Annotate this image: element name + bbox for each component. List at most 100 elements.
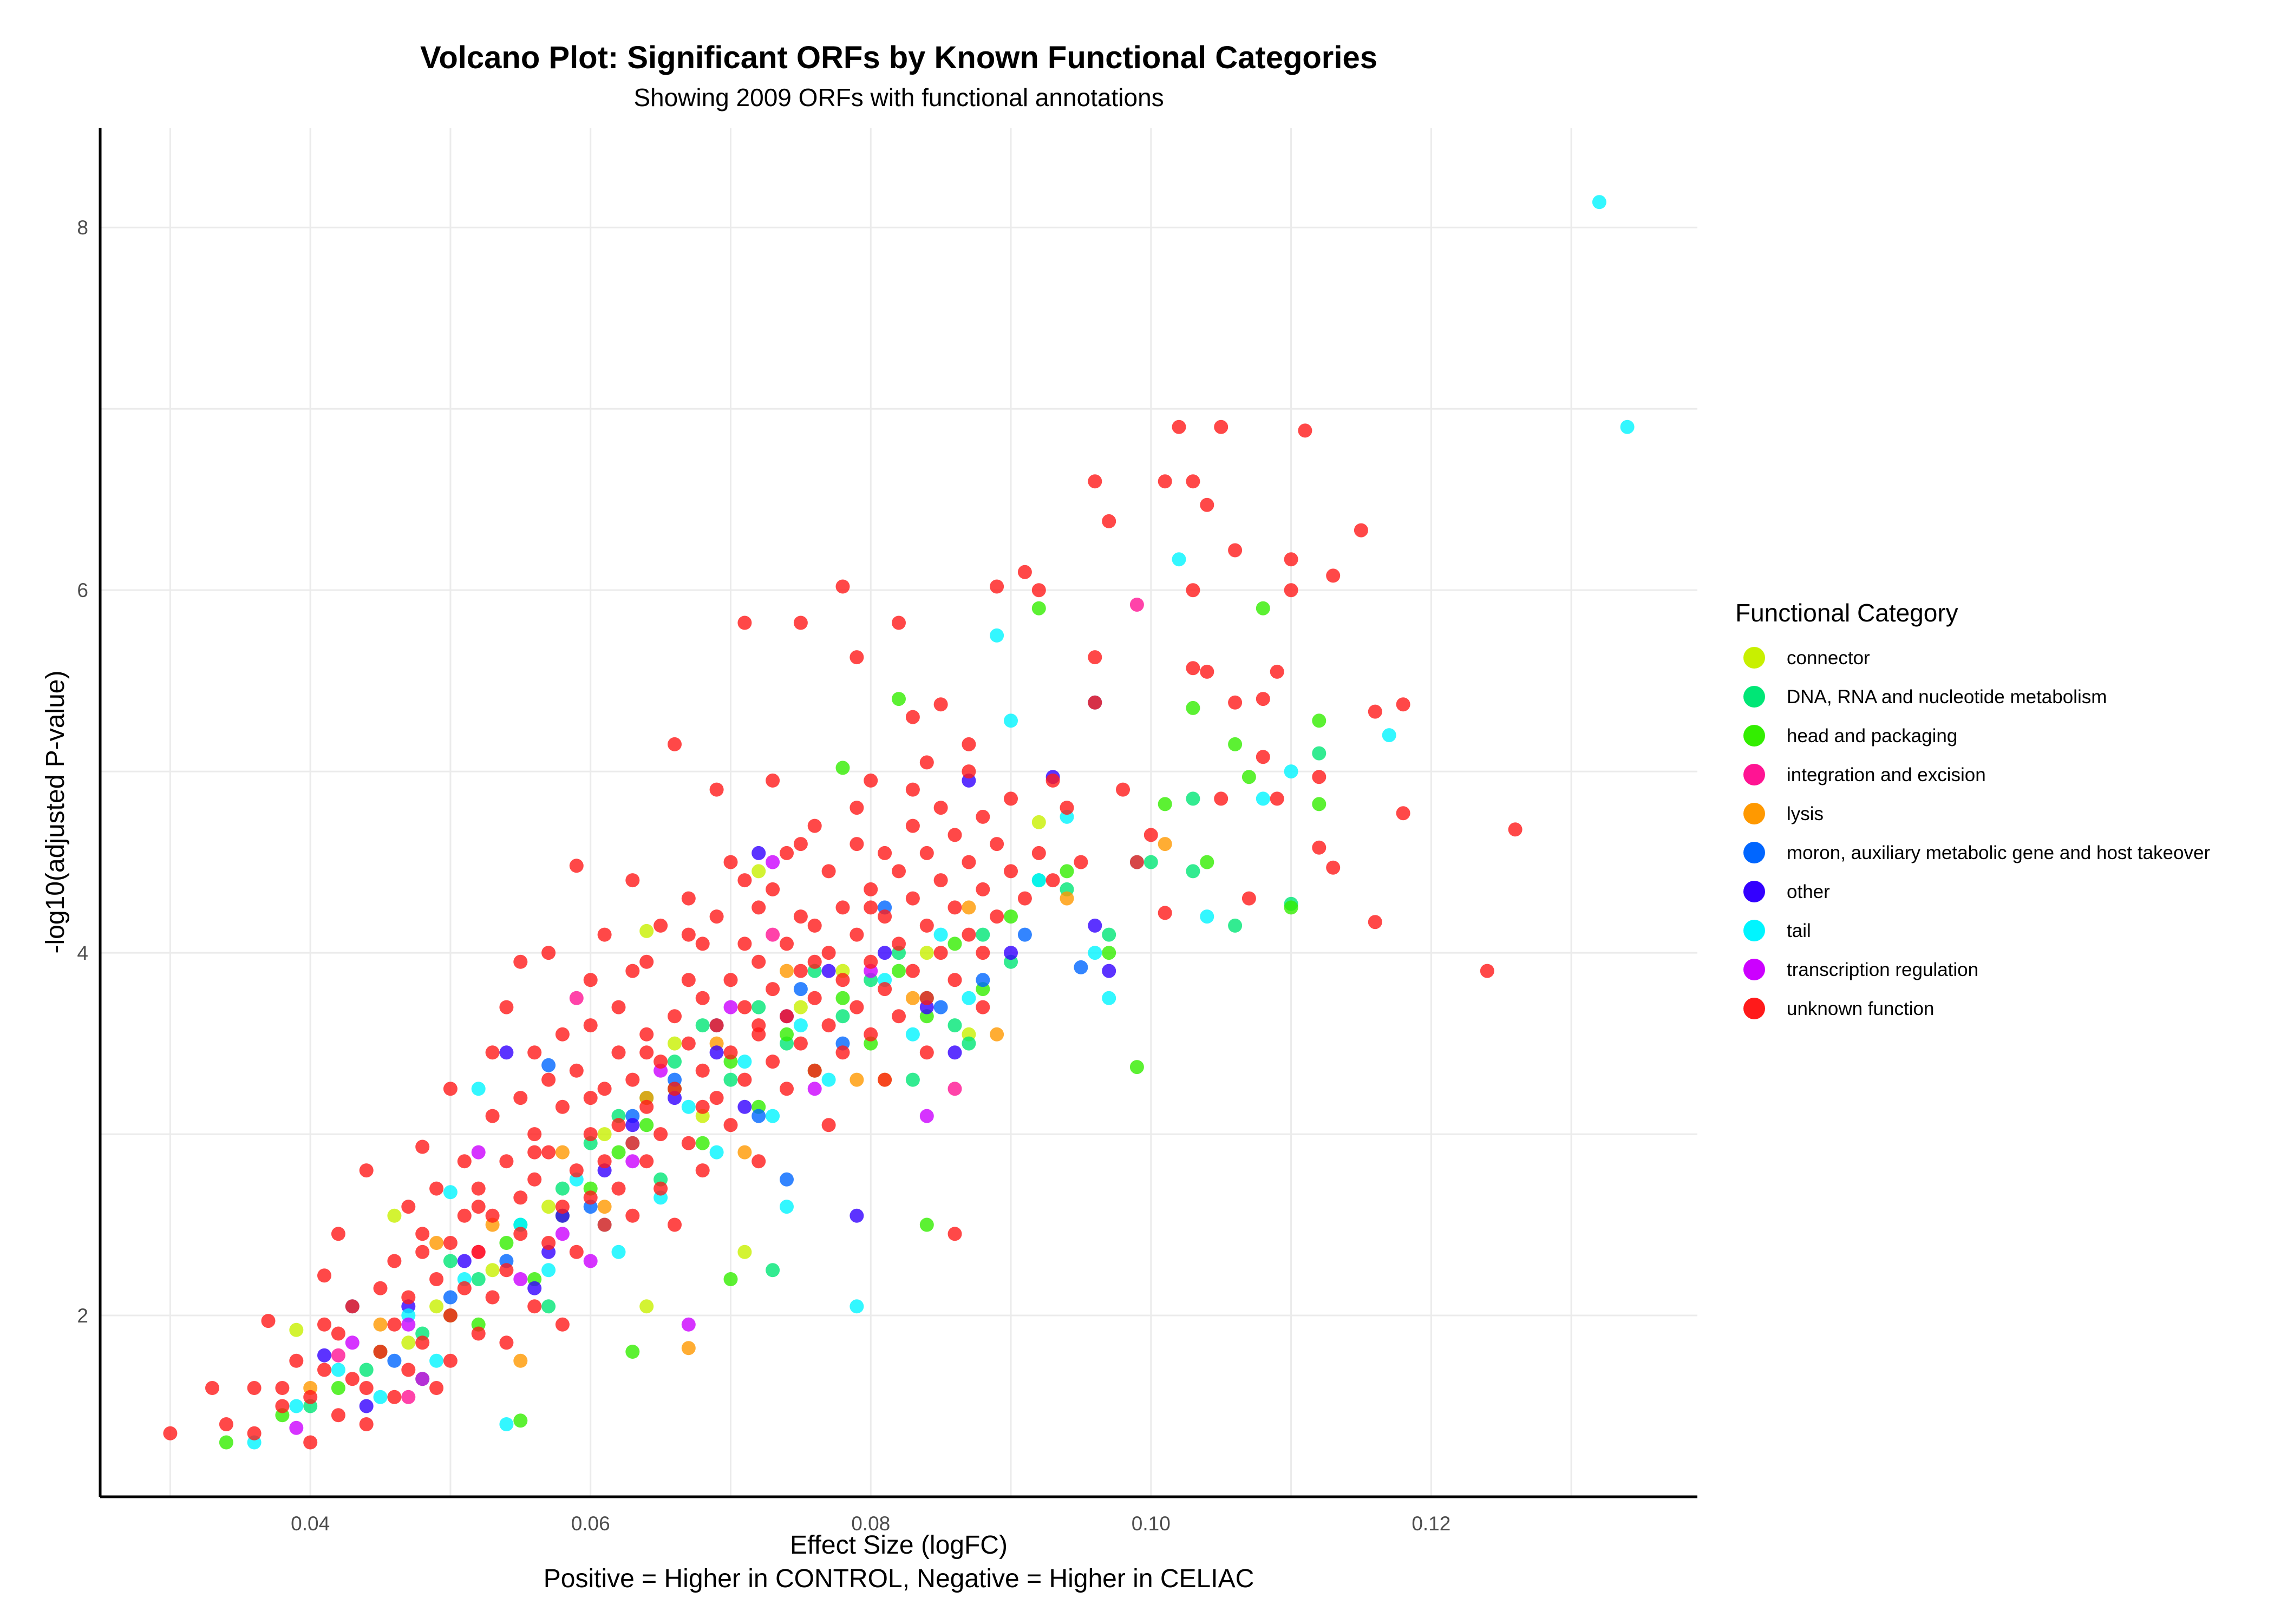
legend-swatch bbox=[1743, 803, 1765, 824]
data-point bbox=[1241, 891, 1256, 906]
data-point bbox=[443, 1290, 458, 1305]
data-point bbox=[709, 1091, 724, 1105]
legend-label: other bbox=[1787, 881, 1830, 902]
data-point bbox=[1228, 695, 1243, 710]
data-point bbox=[443, 1254, 458, 1268]
data-point bbox=[513, 1091, 528, 1105]
data-point bbox=[541, 1200, 556, 1214]
data-point bbox=[850, 1299, 864, 1314]
data-point bbox=[401, 1363, 416, 1377]
data-point bbox=[1214, 791, 1229, 806]
data-point bbox=[345, 1335, 360, 1350]
y-tick-label: 6 bbox=[77, 579, 88, 601]
data-point bbox=[1312, 840, 1327, 855]
data-point bbox=[583, 1190, 598, 1205]
data-point bbox=[905, 991, 920, 1005]
legend: Functional Category connector DNA, RNA an… bbox=[1735, 599, 2210, 1019]
data-point bbox=[625, 1154, 640, 1169]
data-point bbox=[807, 954, 822, 969]
data-point bbox=[1326, 860, 1341, 875]
data-point bbox=[1031, 873, 1046, 888]
data-point bbox=[429, 1381, 444, 1395]
data-point bbox=[415, 1245, 430, 1259]
data-point bbox=[990, 837, 1004, 852]
data-point bbox=[723, 1045, 738, 1060]
data-point bbox=[359, 1381, 374, 1395]
data-point bbox=[850, 1072, 864, 1087]
data-point bbox=[625, 1345, 640, 1359]
data-point bbox=[766, 1109, 780, 1123]
data-point bbox=[219, 1417, 233, 1431]
data-point bbox=[933, 801, 948, 815]
data-point bbox=[1004, 946, 1018, 960]
chart-title: Volcano Plot: Significant ORFs by Known … bbox=[420, 40, 1377, 75]
data-point bbox=[737, 1055, 752, 1069]
data-point bbox=[962, 855, 976, 869]
data-point bbox=[948, 1082, 962, 1096]
data-point bbox=[905, 964, 920, 978]
data-point bbox=[1368, 704, 1382, 719]
data-point bbox=[639, 1027, 654, 1042]
data-point bbox=[1270, 791, 1284, 806]
legend-swatch bbox=[1743, 881, 1765, 902]
data-point bbox=[1102, 927, 1116, 942]
legend-label: lysis bbox=[1787, 803, 1824, 824]
data-point bbox=[976, 809, 990, 824]
data-point bbox=[695, 1136, 710, 1150]
data-point bbox=[766, 1263, 780, 1278]
data-point bbox=[639, 1299, 654, 1314]
data-point bbox=[723, 1072, 738, 1087]
data-point bbox=[219, 1435, 233, 1450]
data-point bbox=[639, 1099, 654, 1114]
data-point bbox=[415, 1227, 430, 1241]
data-point bbox=[835, 973, 850, 987]
data-point bbox=[457, 1281, 472, 1295]
data-point bbox=[597, 1200, 612, 1214]
data-point bbox=[780, 964, 794, 978]
data-point bbox=[737, 1000, 752, 1014]
data-point bbox=[723, 855, 738, 869]
data-point bbox=[443, 1236, 458, 1250]
data-point bbox=[766, 982, 780, 997]
data-point bbox=[541, 1058, 556, 1072]
data-point bbox=[962, 927, 976, 942]
data-point bbox=[275, 1381, 290, 1395]
data-point bbox=[1060, 801, 1074, 815]
data-point bbox=[835, 761, 850, 775]
data-point bbox=[1368, 915, 1382, 929]
data-point bbox=[933, 697, 948, 712]
data-points bbox=[163, 195, 1635, 1450]
data-point bbox=[429, 1181, 444, 1196]
data-point bbox=[513, 1227, 528, 1241]
data-point bbox=[387, 1390, 402, 1404]
data-point bbox=[513, 1190, 528, 1205]
data-point bbox=[583, 1254, 598, 1268]
data-point bbox=[793, 982, 808, 997]
data-point bbox=[681, 1099, 696, 1114]
data-point bbox=[905, 1027, 920, 1042]
data-point bbox=[1143, 828, 1158, 842]
data-point bbox=[1088, 650, 1102, 665]
x-tick-label: 0.04 bbox=[291, 1512, 330, 1535]
legend-label: integration and excision bbox=[1787, 764, 1986, 785]
x-tick-label: 0.10 bbox=[1132, 1512, 1171, 1535]
data-point bbox=[639, 924, 654, 938]
data-point bbox=[1172, 552, 1186, 567]
data-point bbox=[1088, 474, 1102, 489]
data-point bbox=[359, 1399, 374, 1413]
data-point bbox=[905, 891, 920, 906]
data-point bbox=[625, 873, 640, 888]
legend-label: head and packaging bbox=[1787, 725, 1957, 746]
data-point bbox=[569, 859, 584, 873]
data-point bbox=[737, 1145, 752, 1160]
data-point bbox=[752, 864, 766, 879]
data-point bbox=[387, 1254, 402, 1268]
data-point bbox=[499, 1045, 514, 1060]
data-point bbox=[247, 1426, 262, 1440]
data-point bbox=[1045, 773, 1060, 788]
data-point bbox=[569, 991, 584, 1005]
data-point bbox=[1186, 474, 1200, 489]
data-point bbox=[919, 1109, 934, 1123]
legend-swatch bbox=[1743, 764, 1765, 785]
data-point bbox=[1480, 964, 1494, 978]
